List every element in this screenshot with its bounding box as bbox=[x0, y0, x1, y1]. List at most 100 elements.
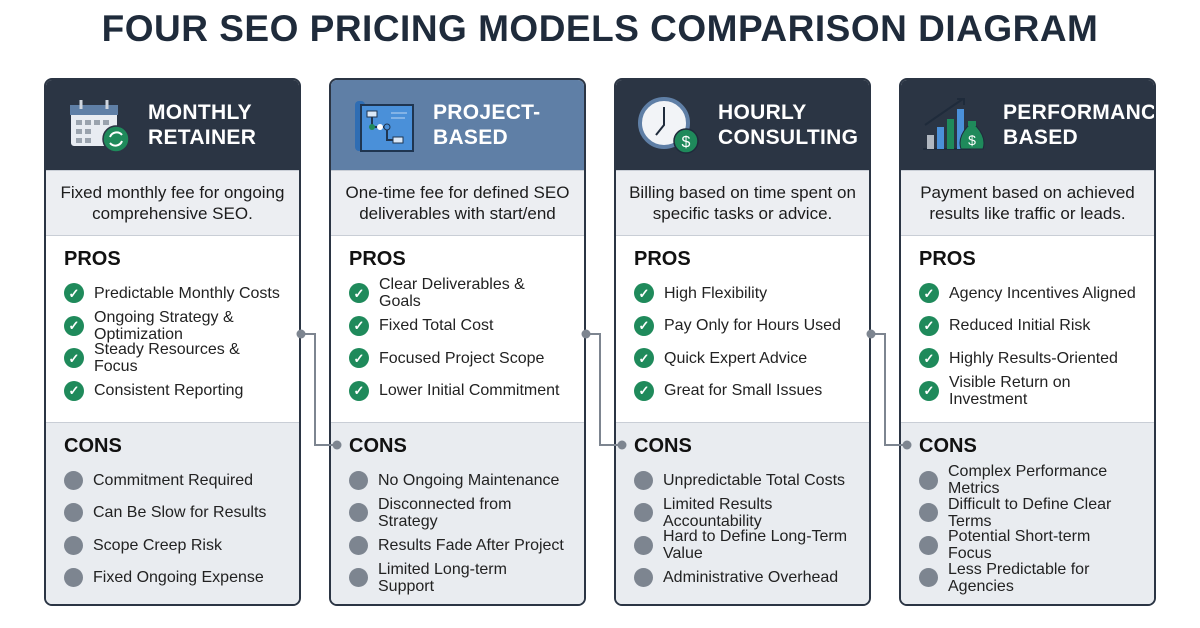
blueprint-icon bbox=[355, 101, 414, 152]
con-text: Difficult to Define Clear Terms bbox=[948, 495, 1112, 530]
card-title: PERFORMANCE-BASED bbox=[1003, 101, 1156, 149]
con-text: Potential Short-term Focus bbox=[948, 528, 1091, 563]
pro-text: Quick Expert Advice bbox=[664, 349, 808, 367]
pro-item: ✓ Steady Resources & Focus bbox=[64, 341, 281, 376]
connector-dot bbox=[902, 440, 912, 450]
pro-item: ✓ Predictable Monthly Costs bbox=[64, 277, 281, 310]
connector-dot bbox=[617, 440, 627, 450]
card-header: MONTHLY RETAINER bbox=[46, 80, 299, 170]
pro-text: Visible Return on Investment bbox=[949, 373, 1071, 408]
pro-text: Fixed Total Cost bbox=[379, 317, 494, 335]
connector-dot bbox=[296, 329, 306, 339]
pros-heading: PROS bbox=[349, 248, 406, 270]
con-text: Hard to Define Long-Term Value bbox=[663, 528, 848, 563]
connector-dot bbox=[866, 329, 876, 339]
calendar-refresh-icon bbox=[69, 100, 130, 153]
card-title: PROJECT-BASED bbox=[433, 101, 541, 149]
card-hourly-consulting: $ HOURLY CONSULTING Billing based on tim… bbox=[614, 78, 871, 606]
check-icon: ✓ bbox=[634, 315, 654, 336]
check-icon: ✓ bbox=[919, 380, 939, 401]
check-icon: ✓ bbox=[64, 283, 84, 304]
svg-text:$: $ bbox=[682, 134, 691, 151]
gray-dot-icon bbox=[64, 535, 83, 555]
connector-line bbox=[301, 333, 337, 446]
check-icon: ✓ bbox=[634, 283, 654, 304]
check-icon: ✓ bbox=[349, 380, 369, 401]
con-text: Scope Creep Risk bbox=[93, 536, 222, 554]
pro-text: Predictable Monthly Costs bbox=[94, 284, 280, 302]
con-item: Scope Creep Risk bbox=[64, 529, 281, 562]
cons-heading: CONS bbox=[64, 435, 122, 457]
pros-section: PROS ✓ Predictable Monthly Costs ✓ Ongoing S… bbox=[46, 236, 299, 422]
growth-chart-money-bag-icon: $ bbox=[923, 98, 985, 150]
card-header: $ HOURLY CONSULTING bbox=[616, 80, 869, 170]
pro-item: ✓ Quick Expert Advice bbox=[634, 342, 851, 375]
pro-item: ✓ Visible Return on Investment bbox=[919, 373, 1136, 408]
pro-item: ✓ Focused Project Scope bbox=[349, 342, 566, 375]
con-item: Difficult to Define Clear Terms bbox=[919, 495, 1136, 530]
con-text: Fixed Ongoing Expense bbox=[93, 569, 264, 587]
con-text: Limited Long-term Support bbox=[378, 560, 507, 595]
con-item: Hard to Define Long-Term Value bbox=[634, 528, 851, 563]
check-icon: ✓ bbox=[64, 380, 84, 401]
check-icon: ✓ bbox=[919, 315, 939, 336]
card-description: Fixed monthly fee for ongoing comprehens… bbox=[46, 170, 299, 236]
card-description: One-time fee for defined SEO deliverable… bbox=[331, 170, 584, 236]
pros-heading: PROS bbox=[919, 248, 976, 270]
con-text: No Ongoing Maintenance bbox=[378, 471, 560, 489]
con-text: Less Predictable for Agencies bbox=[948, 560, 1090, 595]
pro-item: ✓ High Flexibility bbox=[634, 277, 851, 310]
pro-text: Great for Small Issues bbox=[664, 382, 823, 400]
connector-line bbox=[586, 333, 622, 446]
cons-heading: CONS bbox=[349, 435, 407, 457]
con-text: Can Be Slow for Results bbox=[93, 504, 267, 522]
con-item: Fixed Ongoing Expense bbox=[64, 562, 281, 595]
pro-item: ✓ Pay Only for Hours Used bbox=[634, 310, 851, 343]
check-icon: ✓ bbox=[634, 380, 654, 401]
con-text: Administrative Overhead bbox=[663, 569, 839, 587]
pros-section: PROS ✓ Clear Deliverables & Goals ✓ Fixed To… bbox=[331, 236, 584, 422]
pro-text: Highly Results-Oriented bbox=[949, 349, 1118, 367]
cons-heading: CONS bbox=[919, 435, 977, 457]
con-text: Results Fade After Project bbox=[378, 536, 564, 554]
card-monthly-retainer: MONTHLY RETAINER Fixed monthly fee for o… bbox=[44, 78, 301, 606]
con-item: No Ongoing Maintenance bbox=[349, 464, 566, 497]
card-project-based: PROJECT-BASED One-time fee for defined S… bbox=[329, 78, 586, 606]
pro-text: Steady Resources & Focus bbox=[94, 341, 240, 376]
con-text: Complex Performance Metrics bbox=[948, 463, 1108, 498]
pro-text: Clear Deliverables & Goals bbox=[379, 276, 525, 311]
con-item: Results Fade After Project bbox=[349, 529, 566, 562]
cons-section: CONS Unpredictable Total Costs Limited Res… bbox=[616, 422, 869, 604]
gray-dot-icon bbox=[634, 470, 653, 490]
check-icon: ✓ bbox=[634, 348, 654, 369]
con-item: Less Predictable for Agencies bbox=[919, 560, 1136, 595]
pro-item: ✓ Lower Initial Commitment bbox=[349, 375, 566, 408]
gray-dot-icon bbox=[64, 568, 83, 588]
con-text: Unpredictable Total Costs bbox=[663, 471, 846, 489]
gray-dot-icon bbox=[349, 503, 368, 523]
con-item: Limited Long-term Support bbox=[349, 560, 566, 595]
pro-item: ✓ Clear Deliverables & Goals bbox=[349, 276, 566, 311]
clock-dollar-icon: $ bbox=[638, 97, 699, 154]
cons-heading: CONS bbox=[634, 435, 692, 457]
con-text: Limited Results Accountability bbox=[663, 495, 773, 530]
gray-dot-icon bbox=[919, 568, 938, 588]
pro-item: ✓ Fixed Total Cost bbox=[349, 310, 566, 343]
card-performance-based: $ PERFORMANCE-BASED Payment based on ach… bbox=[899, 78, 1156, 606]
pro-item: ✓ Highly Results-Oriented bbox=[919, 342, 1136, 375]
cons-section: CONS No Ongoing Maintenance Disconnected f… bbox=[331, 422, 584, 604]
pro-text: Focused Project Scope bbox=[379, 349, 545, 367]
con-item: Unpredictable Total Costs bbox=[634, 464, 851, 497]
card-header: PROJECT-BASED bbox=[331, 80, 584, 170]
pro-item: ✓ Agency Incentives Aligned bbox=[919, 277, 1136, 310]
con-item: Administrative Overhead bbox=[634, 562, 851, 595]
svg-text:$: $ bbox=[968, 132, 976, 148]
pro-text: High Flexibility bbox=[664, 284, 768, 302]
gray-dot-icon bbox=[64, 503, 83, 523]
card-header: $ PERFORMANCE-BASED bbox=[901, 80, 1154, 170]
diagram-title: FOUR SEO PRICING MODELS COMPARISON DIAGR… bbox=[101, 8, 1099, 49]
check-icon: ✓ bbox=[64, 315, 84, 336]
card-title: HOURLY CONSULTING bbox=[718, 101, 859, 149]
con-item: Can Be Slow for Results bbox=[64, 497, 281, 530]
check-icon: ✓ bbox=[349, 283, 369, 304]
